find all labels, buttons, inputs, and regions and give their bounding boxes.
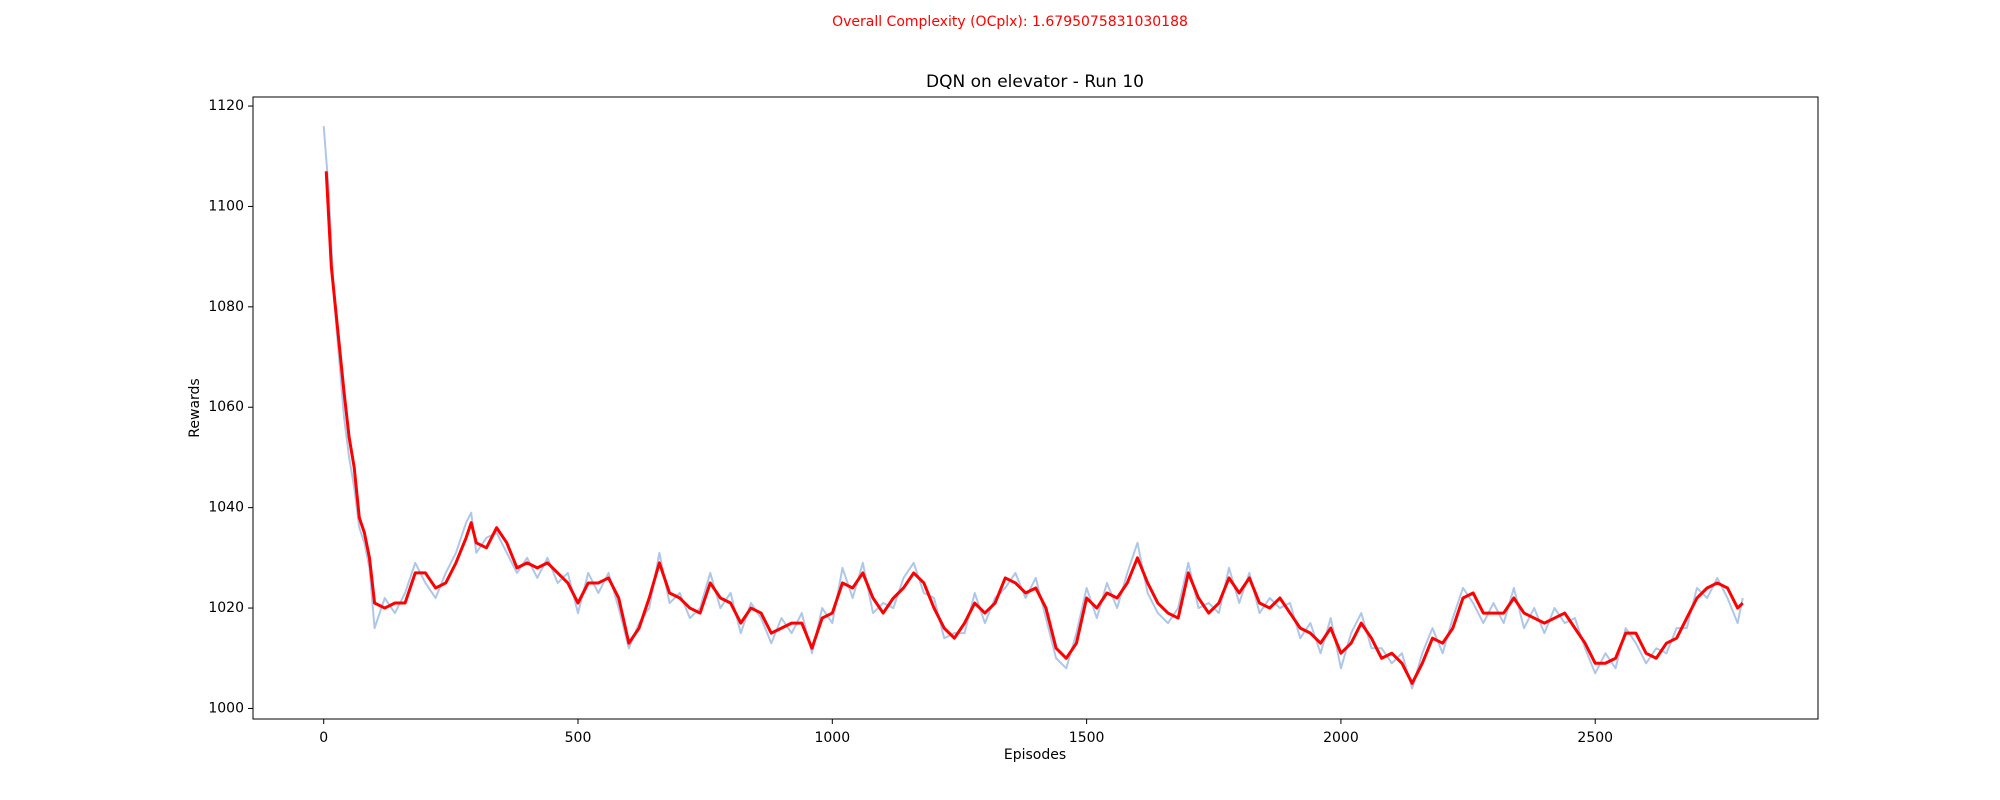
plot-frame <box>252 96 1819 720</box>
y-tick-label: 1100 <box>208 198 244 214</box>
suptitle: Overall Complexity (OCplx): 1.6795075831… <box>832 14 1188 30</box>
y-tick-label: 1060 <box>208 399 244 415</box>
x-tick-label: 500 <box>565 730 592 746</box>
x-tick-label: 2000 <box>1323 730 1359 746</box>
y-tick-label: 1040 <box>208 500 244 516</box>
y-axis-label: Rewards <box>187 378 203 437</box>
x-tick-label: 1000 <box>814 730 850 746</box>
y-tick-label: 1080 <box>208 299 244 315</box>
y-tick-label: 1000 <box>208 700 244 716</box>
x-tick-label: 0 <box>319 730 328 746</box>
chart-title: DQN on elevator - Run 10 <box>926 72 1144 92</box>
x-tick-label: 2500 <box>1577 730 1613 746</box>
series-line <box>322 126 1744 690</box>
y-tick-label: 1020 <box>208 600 244 616</box>
y-tick-label: 1120 <box>208 98 244 114</box>
series-line <box>324 171 1744 685</box>
x-axis-label: Episodes <box>1004 747 1066 763</box>
x-tick-label: 1500 <box>1069 730 1105 746</box>
